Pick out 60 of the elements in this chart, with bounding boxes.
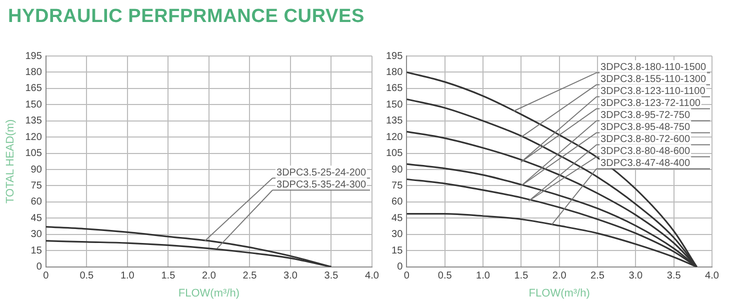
annotation: 3DPC3.5-35-24-300 [276,180,366,191]
x-tick-label: 3.5 [324,270,339,282]
annotation: 3DPC3.8-123-110-1100 [600,86,706,98]
y-tick-label: 195 [386,50,404,62]
annotation: 3DPC3.5-25-24-200 [276,168,366,179]
y-tick-label: 60 [30,196,42,208]
y-tick-label: 195 [25,50,42,62]
y-tick-label: 150 [386,99,404,110]
y-tick-label: 15 [30,245,42,256]
x-axis-title: FLOW(m³/h) [178,287,240,300]
y-tick-label: 180 [386,66,404,78]
y-tick-label: 90 [30,164,42,176]
y-tick-label: 0 [397,262,404,273]
x-tick-label: 3.5 [666,270,682,282]
x-tick-label: 1.5 [514,270,529,282]
x-tick-label: 2.0 [202,270,216,282]
annotation: 3DPC3.8-180-110-1500 [600,62,706,74]
y-tick-label: 30 [30,229,42,240]
y-axis-title: TOTAL HEAD(m) [4,119,17,204]
y-tick-label: 0 [36,262,42,273]
x-tick-label: 1.0 [120,270,135,282]
y-tick-label: 135 [386,116,404,127]
y-tick-label: 120 [386,132,404,143]
x-tick-label: 1.0 [476,270,490,282]
y-tick-label: 150 [25,99,42,110]
x-tick-label: 0.5 [80,270,94,282]
annotation: 3DPC3.8-47-48-400 [600,158,690,170]
y-tick-label: 30 [392,229,404,240]
y-tick-label: 180 [25,66,42,78]
y-tick-label: 165 [25,83,42,94]
annotation: 3DPC3.8-123-72-1100 [600,98,701,110]
y-tick-label: 60 [392,196,404,208]
x-tick-label: 2.5 [590,270,605,282]
y-tick-label: 90 [392,164,404,176]
x-tick-label: 0.5 [438,270,452,282]
y-tick-label: 45 [392,212,404,224]
x-tick-label: 3.0 [628,270,644,282]
y-tick-label: 75 [392,180,404,192]
annotation: 3DPC3.8-80-72-600 [600,134,690,146]
x-tick-label: 2.0 [552,270,567,282]
x-tick-label: 1.5 [161,270,176,282]
y-tick-label: 105 [386,148,404,160]
x-axis-title: FLOW(m³/h) [528,287,590,300]
annotation: 3DPC3.8-80-48-600 [600,146,690,158]
y-tick-label: 75 [30,180,42,192]
y-tick-label: 105 [25,148,42,160]
annotation: 3DPC3.8-95-72-750 [600,110,690,122]
x-tick-label: 3.0 [284,270,298,282]
x-tick-label: 4.0 [705,270,720,282]
y-tick-label: 120 [25,132,42,143]
x-tick-label: 2.5 [242,270,258,282]
annotation: 3DPC3.8-155-110-1300 [600,74,706,86]
x-tick-label: 0 [43,270,50,282]
y-tick-label: 15 [392,245,404,256]
y-tick-label: 135 [25,116,42,127]
annotation: 3DPC3.8-95-48-750 [600,122,690,134]
y-tick-label: 45 [30,212,42,224]
y-tick-label: 165 [386,83,404,94]
x-tick-label: 4.0 [365,270,380,282]
chart-title: HYDRAULIC PERFPRMANCE CURVES [8,6,364,28]
